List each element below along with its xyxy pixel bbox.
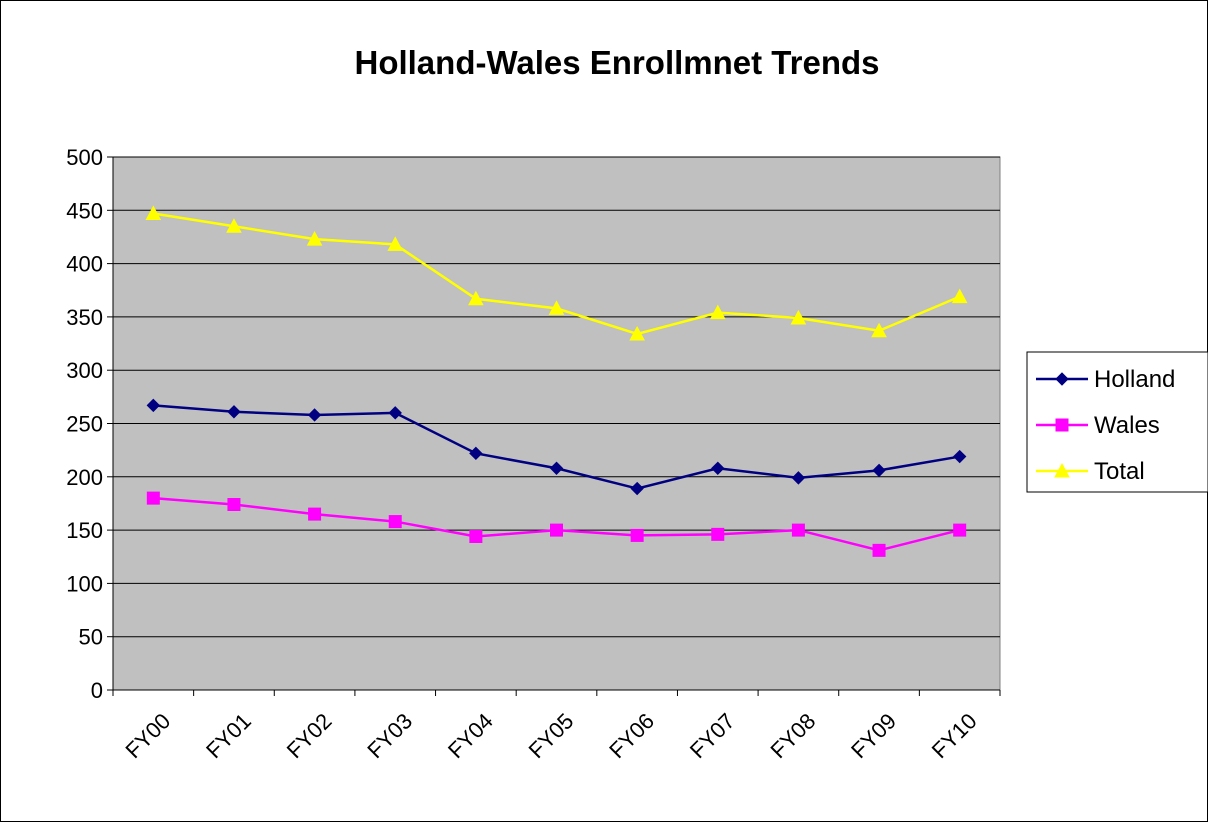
legend-label-wales: Wales [1094,412,1160,439]
data-point-holland [952,449,967,464]
legend-marker-holland [1055,372,1069,386]
data-point-wales [791,523,805,537]
y-tick-label: 0 [91,678,103,703]
y-tick-label: 200 [66,465,103,490]
y-tick-label: 500 [66,145,103,170]
data-point-total [629,325,645,341]
data-point-wales [550,523,563,537]
legend-label-total: Total [1094,458,1145,485]
data-point-wales [308,507,322,521]
y-tick-label: 400 [66,252,103,277]
data-point-total [790,309,807,325]
data-point-holland [307,408,322,422]
legend-label-holland: Holland [1094,366,1175,393]
legend: Holland Wales Total [1026,351,1208,493]
data-point-holland [872,463,886,478]
data-point-holland [630,481,644,496]
series-total [145,205,968,341]
chart-title: Holland-Wales Enrollmnet Trends [354,44,879,81]
data-point-total [145,205,162,220]
data-point-total [468,290,484,306]
legend-marker-wales [1055,418,1069,432]
series-wales [146,491,967,557]
data-point-wales [146,491,160,505]
data-point-holland [388,406,402,420]
series-holland [146,398,967,496]
data-point-wales [630,528,644,542]
data-point-holland [469,446,483,461]
y-tick-label: 450 [66,198,103,223]
data-point-total [226,218,242,233]
data-point-wales [388,515,402,529]
data-point-wales [953,523,967,537]
data-point-holland [791,471,806,485]
legend-marker-total [1054,462,1070,478]
series-group [145,205,968,557]
y-tick-label: 100 [66,571,103,596]
data-point-wales [872,543,886,557]
data-point-wales [711,527,725,541]
y-tick-label: 300 [66,358,103,383]
y-tick-label: 250 [66,412,103,437]
data-point-holland [549,461,564,475]
data-point-total [387,236,404,251]
data-point-holland [227,405,241,419]
data-point-wales [227,498,241,512]
data-point-total [306,231,323,246]
data-point-total [871,322,887,338]
data-point-total [709,304,726,320]
y-tick-label: 150 [66,518,103,543]
data-point-wales [469,529,483,543]
y-tick-label: 350 [66,305,103,330]
data-point-holland [146,398,161,413]
data-point-holland [711,461,725,475]
data-point-total [548,300,565,315]
y-tick-label: 50 [79,625,103,650]
data-point-total [951,288,968,304]
